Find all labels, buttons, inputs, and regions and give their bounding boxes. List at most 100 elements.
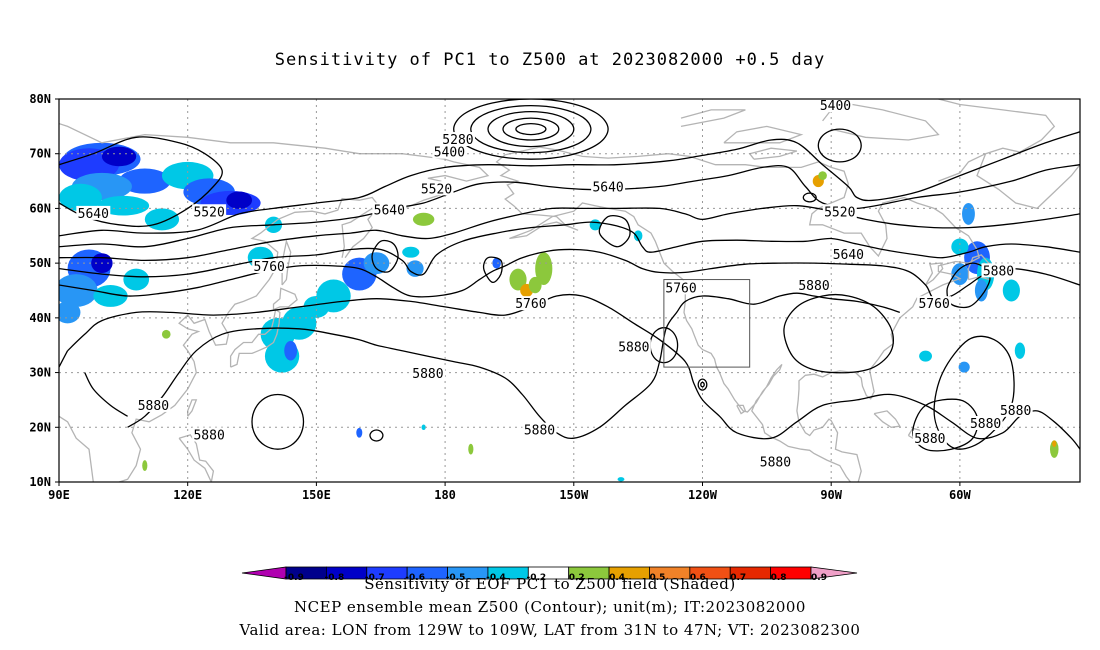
footer-line-2: NCEP ensemble mean Z500 (Contour); unit(… bbox=[294, 598, 806, 616]
z500-contour-line bbox=[783, 293, 895, 374]
valid-area-box bbox=[663, 279, 751, 368]
sensitivity-patch bbox=[974, 279, 988, 302]
sensitivity-patch bbox=[412, 212, 435, 226]
sensitivity-patch bbox=[1002, 279, 1020, 302]
sensitivity-patch bbox=[406, 260, 424, 277]
sensitivity-patch bbox=[468, 443, 474, 455]
sensitivity-patch bbox=[284, 340, 298, 361]
sensitivity-patch bbox=[402, 246, 420, 258]
sensitivity-patch bbox=[161, 329, 171, 339]
contour-label-bg bbox=[513, 296, 548, 311]
contour-label: 5880 bbox=[983, 264, 1014, 279]
contour-label: 5640 bbox=[374, 204, 405, 219]
z500-contour-line bbox=[59, 136, 223, 228]
contour-label: 5880 bbox=[193, 428, 224, 443]
contour-label: 5880 bbox=[970, 417, 1001, 432]
z500-contour-line bbox=[59, 204, 1080, 262]
coastline bbox=[873, 410, 901, 428]
sensitivity-patch bbox=[123, 268, 150, 291]
z500-contour-line bbox=[59, 164, 1080, 248]
contour-label-bg bbox=[912, 430, 947, 445]
contour-label: 5760 bbox=[665, 281, 696, 296]
colorbar-tick-label: 0.8 bbox=[771, 573, 787, 583]
sensitivity-patch bbox=[633, 230, 643, 242]
lat-label: 10N bbox=[29, 475, 51, 489]
lon-label: 150W bbox=[559, 488, 589, 502]
coastline bbox=[118, 196, 382, 482]
contour-label-bg bbox=[192, 204, 227, 219]
z500-contour-line bbox=[67, 293, 1080, 450]
lat-label: 20N bbox=[29, 420, 51, 434]
coastline bbox=[495, 150, 852, 482]
coastline bbox=[938, 99, 1056, 182]
contour-label: 5520 bbox=[824, 205, 855, 220]
colorbar-tick-label: 0.2 bbox=[569, 573, 585, 583]
sensitivity-patch bbox=[617, 477, 625, 482]
contour-label: 5880 bbox=[618, 340, 649, 355]
lat-label: 70N bbox=[29, 147, 51, 161]
z500-contour-line bbox=[59, 248, 1080, 301]
z500-contour-line bbox=[453, 99, 609, 160]
sensitivity-patch bbox=[119, 168, 171, 194]
colorbar: -0.9 -0.8 -0.7 -0.6 -0.5 -0.4 -0.2 0.2 0.4 0.5 0.6… bbox=[241, 566, 858, 583]
colorbar-tick-label: -0.8 bbox=[325, 573, 345, 583]
sensitivity-patch bbox=[1049, 440, 1059, 458]
z500-contour-line bbox=[59, 350, 69, 368]
lat-label: 30N bbox=[29, 366, 51, 380]
z500-contour-line bbox=[251, 393, 305, 450]
sensitivity-patch bbox=[958, 361, 970, 373]
contour-label: 5760 bbox=[515, 297, 546, 312]
coastline bbox=[736, 404, 747, 415]
sensitivity-patch bbox=[951, 238, 969, 255]
sensitivity-patch bbox=[1052, 440, 1057, 447]
contour-label: 5640 bbox=[78, 207, 109, 222]
colorbar-tick-label: -0.7 bbox=[365, 573, 385, 583]
contour-label: 5400 bbox=[434, 146, 465, 161]
contour-label-bg bbox=[522, 422, 557, 437]
z500-contour-line bbox=[697, 378, 708, 391]
coastline bbox=[967, 254, 993, 281]
coastline bbox=[748, 147, 798, 160]
sensitivity-patch bbox=[356, 427, 363, 438]
contour-label-bg bbox=[440, 132, 475, 147]
z500-contour-line bbox=[487, 110, 575, 148]
colorbar-tick-label: -0.6 bbox=[405, 573, 425, 583]
z500-contour-line bbox=[127, 292, 900, 440]
coastline bbox=[229, 308, 281, 368]
contour-label-bg bbox=[818, 98, 853, 113]
coastline bbox=[187, 399, 198, 417]
sensitivity-patch bbox=[59, 183, 102, 212]
contour-label: 5760 bbox=[918, 297, 949, 312]
contour-label-bg bbox=[252, 258, 287, 273]
gridlines bbox=[59, 99, 1080, 482]
colorbar-tick-label: -0.5 bbox=[446, 573, 466, 583]
lat-label: 60N bbox=[29, 201, 51, 215]
contour-label-bg bbox=[192, 427, 227, 442]
coastline bbox=[976, 153, 1080, 210]
colorbar-tick-label: 0.9 bbox=[811, 573, 827, 583]
map-title: Sensitivity of PC1 to Z500 at 2023082000… bbox=[274, 50, 826, 70]
contour-label-bg bbox=[797, 278, 832, 293]
sensitivity-patch bbox=[1014, 342, 1026, 359]
sensitivity-patch bbox=[535, 252, 553, 286]
contour-label: 5280 bbox=[442, 133, 473, 148]
lon-label: 90W bbox=[820, 488, 842, 502]
contour-label: 5520 bbox=[193, 205, 224, 220]
sensitivity-patch bbox=[818, 171, 827, 180]
sensitivity-patch bbox=[59, 274, 98, 307]
colorbar-tick-label: -0.2 bbox=[526, 573, 546, 583]
contour-label-bg bbox=[822, 204, 857, 219]
contour-label: 5880 bbox=[798, 279, 829, 294]
z500-contour-line bbox=[933, 335, 1015, 450]
contour-label: 5880 bbox=[1000, 404, 1031, 419]
contour-label-bg bbox=[758, 454, 793, 469]
sensitivity-patch bbox=[363, 252, 390, 275]
contour-label-bg bbox=[998, 402, 1033, 417]
sensitivity-patch bbox=[144, 208, 180, 231]
z500-contour-line bbox=[802, 192, 817, 203]
sensitivity-patch bbox=[509, 268, 527, 291]
